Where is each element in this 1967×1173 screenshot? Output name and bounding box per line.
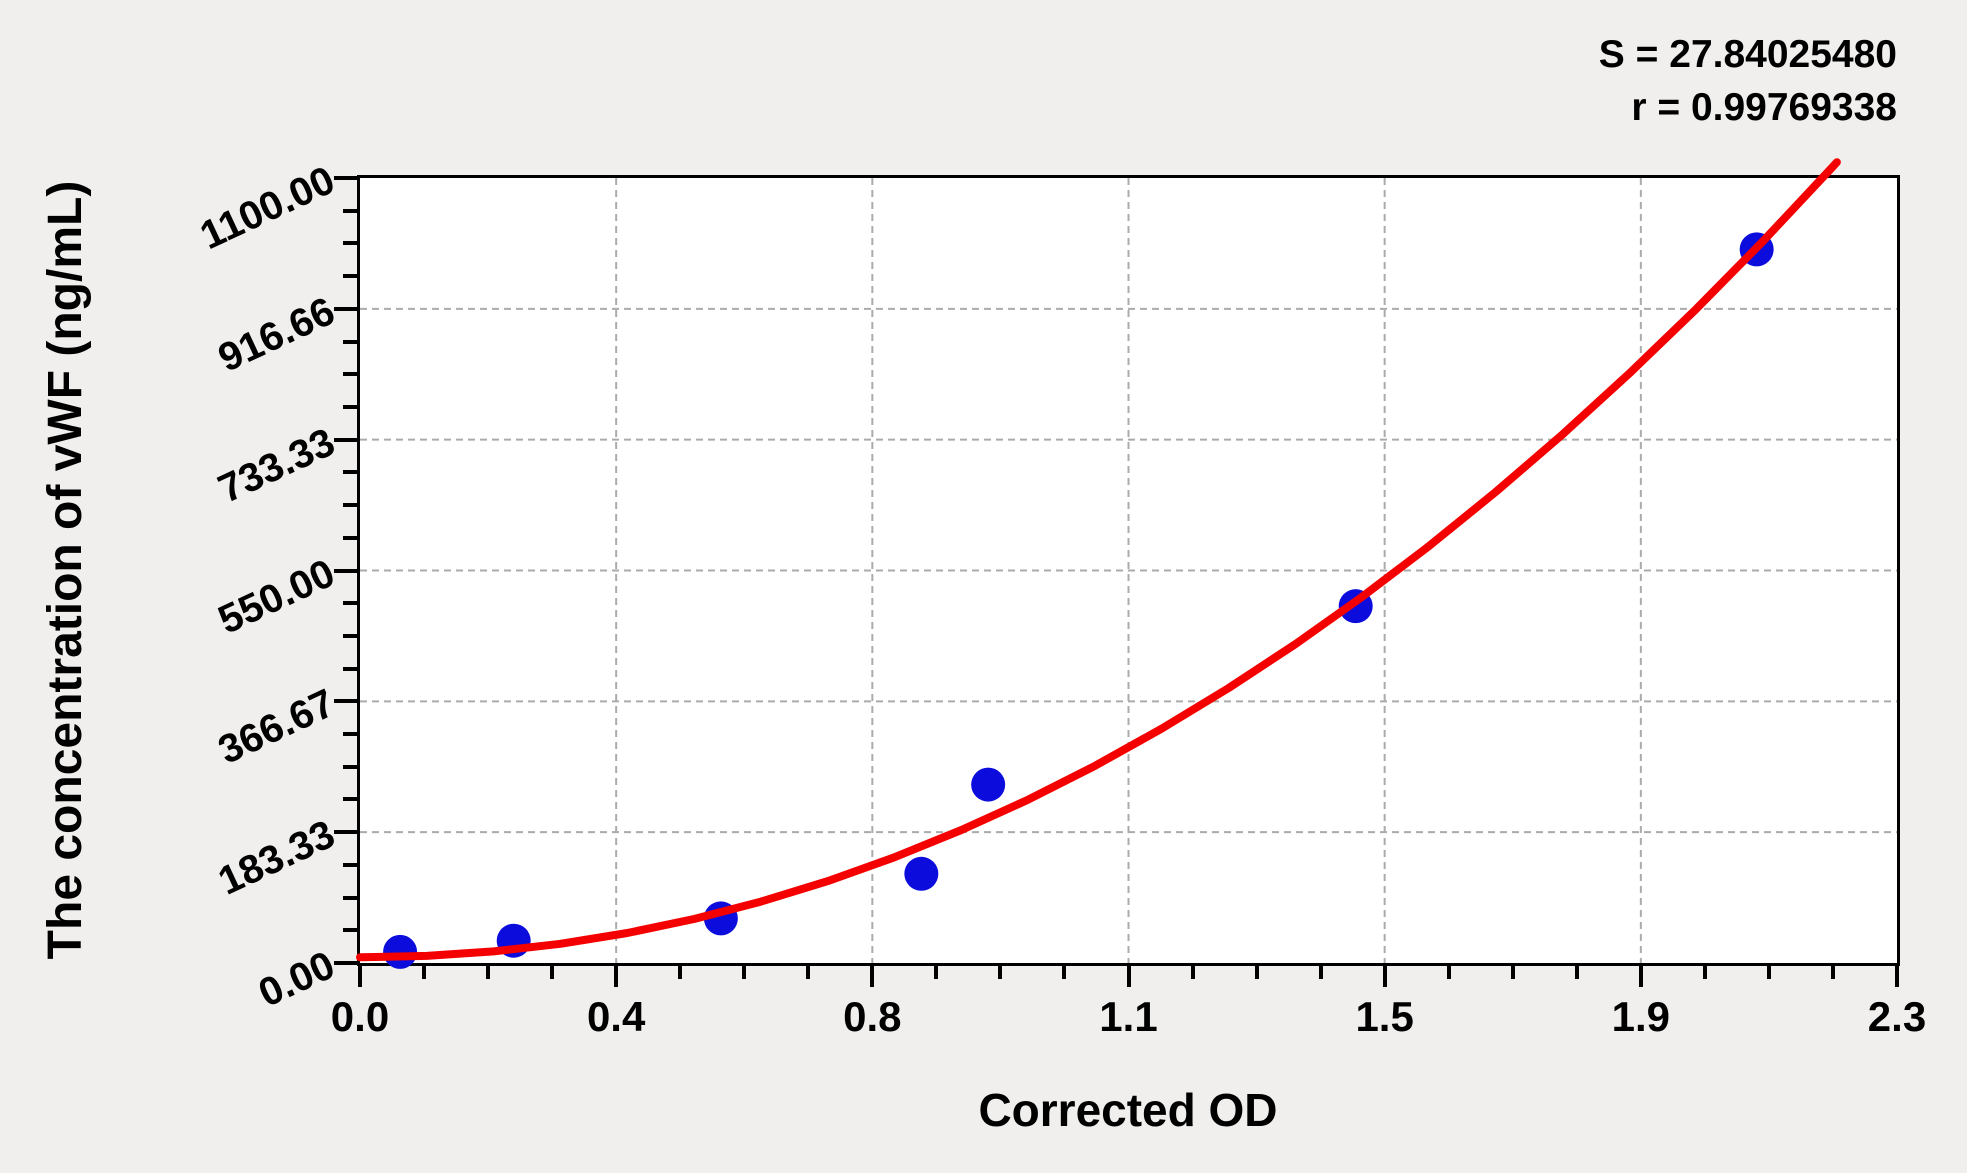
- fit-r-value: r = 0.99769338: [1631, 86, 1897, 129]
- x-major-tick: [1382, 966, 1387, 987]
- x-tick-label: 0.4: [586, 993, 646, 1040]
- data-point: [904, 856, 939, 891]
- x-major-tick: [1126, 966, 1131, 987]
- y-minor-tick: [343, 241, 357, 246]
- x-minor-tick: [1510, 966, 1515, 979]
- x-minor-tick: [1254, 966, 1259, 979]
- x-minor-tick: [1190, 966, 1195, 979]
- x-minor-tick: [1446, 966, 1451, 979]
- x-tick-label: 2.3: [1867, 993, 1927, 1040]
- y-major-tick: [334, 568, 357, 573]
- fit-s-value: S = 27.84025480: [1598, 33, 1897, 76]
- x-tick-label: 1.5: [1355, 993, 1414, 1040]
- x-major-tick: [1638, 966, 1643, 987]
- fitted-curve: [356, 158, 1841, 962]
- x-minor-tick: [1830, 966, 1835, 979]
- y-minor-tick: [343, 601, 357, 606]
- x-tick-label: 0.8: [843, 993, 902, 1040]
- x-minor-tick: [678, 966, 683, 979]
- y-minor-tick: [343, 797, 357, 802]
- y-major-tick: [334, 176, 357, 180]
- y-tick-label: 183.33: [211, 812, 342, 904]
- y-minor-tick: [343, 503, 357, 508]
- x-major-tick: [870, 966, 875, 987]
- x-major-tick: [614, 966, 619, 987]
- y-tick-label: 366.67: [211, 681, 342, 773]
- y-major-tick: [334, 306, 357, 311]
- x-major-tick: [358, 966, 362, 987]
- y-tick-label: 733.33: [211, 419, 342, 512]
- x-minor-tick: [1062, 966, 1067, 979]
- x-minor-tick: [934, 966, 939, 979]
- y-major-tick: [334, 437, 357, 442]
- y-minor-tick: [343, 274, 357, 279]
- plot-canvas: [356, 158, 1897, 969]
- y-minor-tick: [343, 862, 357, 867]
- y-minor-tick: [343, 895, 357, 900]
- y-minor-tick: [343, 633, 357, 638]
- x-major-tick: [1895, 966, 1899, 987]
- y-minor-tick: [343, 208, 357, 213]
- fit-statistics: S = 27.84025480 r = 0.99769338: [1599, 28, 1897, 134]
- x-minor-tick: [742, 966, 747, 979]
- y-tick-label: 550.00: [211, 550, 342, 643]
- x-minor-tick: [1574, 966, 1579, 979]
- x-tick-label: 1.9: [1611, 993, 1671, 1040]
- x-minor-tick: [486, 966, 491, 979]
- data-point: [383, 934, 418, 969]
- data-point: [971, 767, 1006, 802]
- y-tick-label: 1100.00: [193, 158, 342, 259]
- y-minor-tick: [343, 372, 357, 377]
- x-tick-label: 0.0: [330, 993, 390, 1040]
- y-minor-tick: [343, 404, 357, 409]
- y-major-tick: [334, 830, 357, 835]
- x-tick-label: 1.1: [1099, 993, 1158, 1040]
- y-minor-tick: [343, 666, 357, 671]
- y-minor-tick: [343, 928, 357, 933]
- x-minor-tick: [422, 966, 427, 979]
- y-minor-tick: [343, 339, 357, 344]
- y-minor-tick: [343, 535, 357, 540]
- x-minor-tick: [1702, 966, 1707, 979]
- y-minor-tick: [343, 732, 357, 737]
- y-major-tick: [334, 699, 357, 704]
- y-axis-title: The concentration of vWF (ng/mL): [39, 180, 92, 960]
- x-minor-tick: [550, 966, 555, 979]
- x-minor-tick: [998, 966, 1003, 979]
- x-minor-tick: [1318, 966, 1323, 979]
- y-minor-tick: [343, 764, 357, 769]
- y-tick-label: 916.66: [211, 288, 342, 381]
- x-minor-tick: [1766, 966, 1771, 979]
- x-minor-tick: [806, 966, 811, 979]
- y-minor-tick: [343, 470, 357, 475]
- x-axis-title: Corrected OD: [978, 1084, 1278, 1136]
- y-major-tick: [334, 961, 357, 965]
